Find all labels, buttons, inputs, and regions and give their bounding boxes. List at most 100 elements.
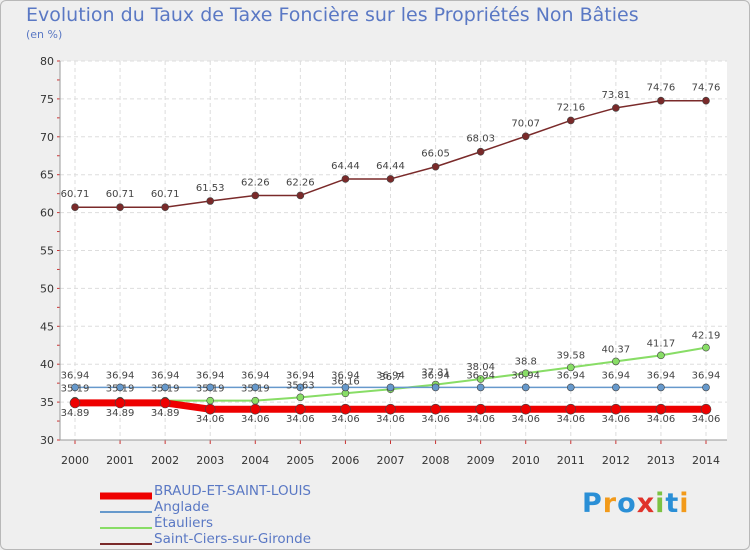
data-label-saint-ciers-sur-gironde: 62.26 — [241, 177, 270, 188]
data-label-braud-et-saint-louis: 34.06 — [511, 414, 540, 425]
x-tick-label: 2013 — [647, 454, 675, 467]
x-tick-label: 2002 — [151, 454, 179, 467]
proxiti-logo: Proxiti — [582, 488, 690, 519]
legend-swatch — [100, 511, 152, 513]
data-point-braud-et-saint-louis — [655, 403, 667, 415]
data-label-etauliers: 36.7 — [379, 372, 401, 383]
data-point-anglade — [206, 383, 215, 392]
x-tick-label: 2010 — [512, 454, 540, 467]
x-tick-label: 2009 — [467, 454, 495, 467]
data-point-saint-ciers-sur-gironde — [341, 175, 350, 183]
data-point-anglade — [657, 383, 665, 392]
y-tick-label: 60 — [40, 207, 54, 220]
data-point-braud-et-saint-louis — [700, 403, 712, 415]
data-label-anglade: 36.94 — [151, 370, 180, 381]
data-point-anglade — [161, 383, 169, 392]
data-label-anglade: 36.94 — [647, 370, 676, 381]
data-point-braud-et-saint-louis — [249, 403, 261, 415]
data-label-anglade: 36.94 — [241, 370, 270, 381]
data-point-saint-ciers-sur-gironde — [566, 116, 575, 125]
data-label-braud-et-saint-louis: 34.06 — [376, 414, 405, 425]
data-point-braud-et-saint-louis — [610, 403, 622, 415]
logo-letter: x — [636, 488, 656, 519]
data-label-braud-et-saint-louis: 34.06 — [602, 414, 631, 425]
y-tick-label: 50 — [40, 282, 54, 295]
data-point-etauliers — [702, 343, 710, 352]
data-label-saint-ciers-sur-gironde: 60.71 — [106, 189, 135, 200]
data-point-etauliers — [476, 375, 485, 383]
data-label-saint-ciers-sur-gironde: 66.05 — [421, 149, 450, 160]
data-point-etauliers — [296, 393, 305, 402]
data-point-braud-et-saint-louis — [295, 403, 306, 415]
data-label-braud-et-saint-louis: 34.06 — [241, 414, 270, 425]
data-label-anglade: 36.94 — [106, 370, 135, 381]
data-label-braud-et-saint-louis: 34.06 — [331, 414, 360, 425]
data-label-anglade: 36.94 — [556, 370, 585, 381]
y-tick-label: 65 — [40, 169, 54, 182]
data-label-braud-et-saint-louis: 34.06 — [466, 414, 495, 425]
y-tick-label: 35 — [40, 396, 54, 409]
data-label-anglade: 36.94 — [421, 370, 450, 381]
data-point-etauliers — [251, 396, 260, 405]
data-point-braud-et-saint-louis — [475, 403, 486, 415]
data-label-etauliers: 35.19 — [106, 384, 135, 395]
data-label-braud-et-saint-louis: 34.06 — [556, 414, 585, 425]
legend-label: BRAUD-ET-SAINT-LOUIS — [154, 483, 311, 499]
data-point-saint-ciers-sur-gironde — [476, 147, 485, 156]
data-label-saint-ciers-sur-gironde: 73.81 — [602, 90, 631, 101]
y-tick-label: 55 — [40, 245, 54, 258]
data-point-saint-ciers-sur-gironde — [657, 96, 665, 105]
data-point-anglade — [476, 383, 485, 392]
data-label-anglade: 36.94 — [331, 370, 360, 381]
x-tick-label: 2000 — [61, 454, 89, 467]
data-label-saint-ciers-sur-gironde: 68.03 — [466, 134, 495, 145]
data-point-braud-et-saint-louis — [565, 403, 577, 415]
data-label-anglade: 36.94 — [286, 370, 315, 381]
data-label-etauliers: 41.17 — [647, 338, 676, 349]
x-tick-label: 2005 — [286, 454, 314, 467]
data-point-anglade — [71, 383, 79, 392]
data-label-etauliers: 40.37 — [602, 344, 631, 355]
data-point-braud-et-saint-louis — [340, 403, 351, 415]
data-label-anglade: 36.94 — [466, 370, 495, 381]
data-point-anglade — [521, 383, 530, 392]
data-label-saint-ciers-sur-gironde: 74.76 — [692, 83, 721, 94]
y-tick-label: 45 — [40, 320, 54, 333]
data-label-braud-et-saint-louis: 34.06 — [286, 414, 315, 425]
x-tick-label: 2011 — [557, 454, 585, 467]
data-label-etauliers: 36.16 — [331, 376, 360, 387]
data-point-saint-ciers-sur-gironde — [431, 162, 440, 171]
data-label-etauliers: 42.19 — [692, 331, 721, 342]
legend: BRAUD-ET-SAINT-LOUIS Anglade Étauliers S… — [100, 483, 360, 549]
data-point-saint-ciers-sur-gironde — [612, 104, 620, 112]
data-label-etauliers: 39.58 — [556, 350, 585, 361]
legend-item: Anglade — [100, 499, 360, 517]
data-label-etauliers: 35.19 — [196, 384, 225, 395]
chart-title: Evolution du Taux de Taxe Foncière sur l… — [26, 4, 639, 26]
legend-item: Étauliers — [100, 515, 360, 533]
data-label-braud-et-saint-louis: 34.89 — [106, 408, 135, 419]
x-tick-label: 2007 — [377, 454, 405, 467]
data-label-etauliers: 38.04 — [466, 362, 495, 373]
data-label-saint-ciers-sur-gironde: 60.71 — [151, 189, 180, 200]
data-label-braud-et-saint-louis: 34.89 — [151, 408, 180, 419]
data-label-saint-ciers-sur-gironde: 61.53 — [196, 183, 225, 194]
y-tick-label: 70 — [40, 131, 54, 144]
data-point-anglade — [116, 383, 124, 392]
logo-letter: i — [655, 488, 666, 519]
x-tick-label: 2001 — [106, 454, 134, 467]
logo-letter: P — [582, 488, 603, 519]
data-point-etauliers — [566, 363, 575, 372]
legend-swatch — [100, 543, 152, 545]
data-label-braud-et-saint-louis: 34.06 — [421, 414, 450, 425]
legend-item: BRAUD-ET-SAINT-LOUIS — [100, 483, 360, 501]
x-tick-label: 2006 — [331, 454, 359, 467]
data-label-anglade: 36.94 — [376, 370, 405, 381]
data-label-saint-ciers-sur-gironde: 60.71 — [61, 189, 90, 200]
data-point-anglade — [341, 383, 350, 392]
data-point-anglade — [566, 383, 575, 392]
data-label-anglade: 36.94 — [61, 370, 90, 381]
data-point-etauliers — [206, 396, 215, 405]
data-point-anglade — [612, 383, 620, 392]
